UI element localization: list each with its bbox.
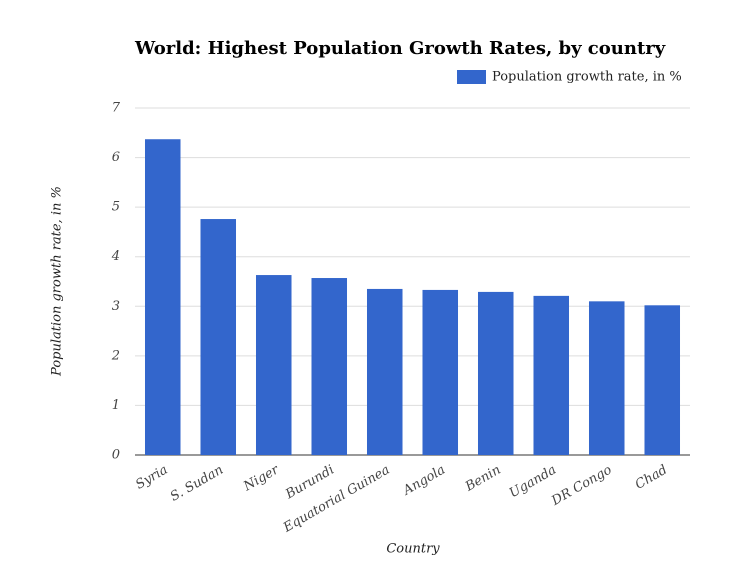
x-tick-label: Syria (133, 463, 170, 493)
x-tick-label: Equatorial Guinea (280, 463, 392, 537)
x-tick-label: Chad (633, 463, 670, 493)
bar (644, 305, 681, 455)
y-tick-label: 0 (112, 448, 120, 463)
y-tick-label: 6 (112, 150, 120, 165)
x-tick-label: Angola (400, 463, 448, 499)
x-axis-label: Country (386, 542, 440, 557)
y-tick-label: 1 (112, 398, 120, 413)
y-tick-label: 2 (111, 348, 120, 363)
y-axis-label: Population growth rate, in % (50, 186, 65, 377)
bar (588, 301, 625, 455)
chart-title: World: Highest Population Growth Rates, … (134, 38, 666, 59)
legend-swatch (457, 70, 486, 84)
bar (422, 289, 459, 455)
x-tick-label: Benin (462, 463, 503, 496)
y-tick-label: 7 (112, 101, 121, 116)
x-tick-label: S. Sudan (168, 463, 226, 505)
bar (366, 288, 403, 455)
x-tick-label: Niger (240, 462, 282, 495)
bar (533, 295, 570, 455)
y-tick-label: 5 (112, 200, 120, 215)
bar (311, 278, 348, 455)
y-tick-label: 4 (111, 249, 120, 264)
y-tick-label: 3 (112, 299, 120, 314)
legend-label: Population growth rate, in % (492, 70, 682, 85)
bar (477, 291, 514, 455)
bar (200, 219, 237, 455)
bar (255, 275, 292, 455)
x-tick-label: DR Congo (548, 462, 614, 509)
bar (144, 139, 181, 456)
